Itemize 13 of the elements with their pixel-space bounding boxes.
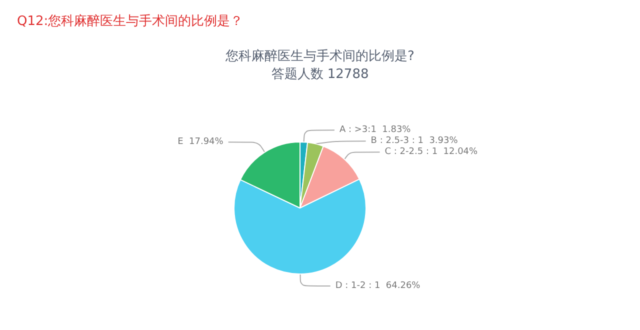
slice-label: E xyxy=(178,137,184,148)
slice-label: D : 1-2 : 1 xyxy=(335,281,380,291)
data-label: 1.83% xyxy=(382,125,412,136)
data-label: 3.93% xyxy=(429,136,458,146)
data-label: 64.26% xyxy=(386,281,421,291)
slice-label: A : >3:1 xyxy=(339,125,376,136)
slice-label: C : 2-2.5 : 1 xyxy=(384,147,438,158)
chart-title: Q12:您科麻醉医生与手术间的比例是？ xyxy=(17,14,244,29)
data-label: 17.94% xyxy=(189,137,224,148)
data-label: 12.04% xyxy=(443,147,478,158)
slice-label: B : 2.5-3 : 1 xyxy=(370,136,424,146)
chart-subtitle: 您科麻醉医生与手术间的比例是? xyxy=(224,49,414,64)
text: 答题人数 12788 xyxy=(271,67,369,82)
